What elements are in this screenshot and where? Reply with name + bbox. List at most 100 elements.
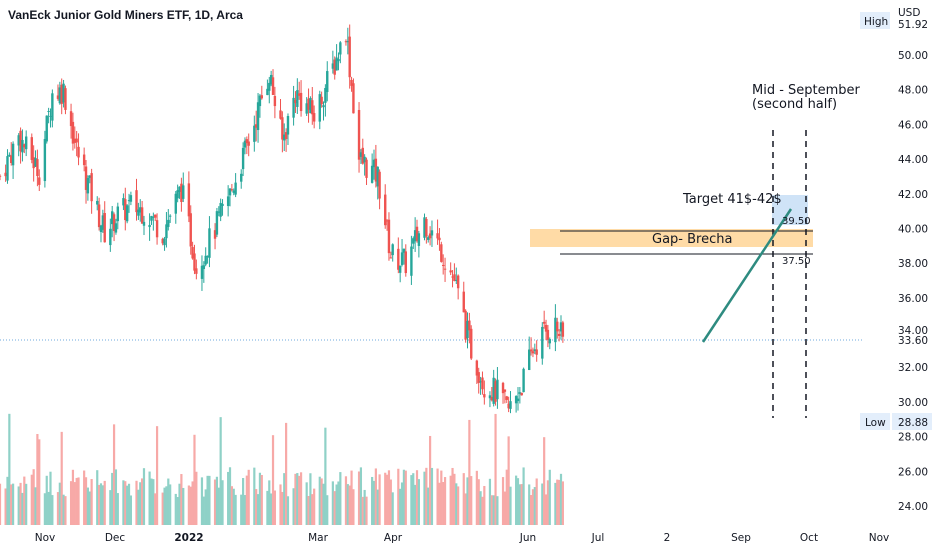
candle-body-2021-12-10 xyxy=(103,212,106,243)
volume-bar-2022-05-04 xyxy=(374,468,377,525)
high-label: High xyxy=(864,16,888,28)
candle-body-2022-04-21 xyxy=(350,79,353,86)
candle-body-2022-05-31 xyxy=(425,218,428,237)
candle-body-2022-04-19 xyxy=(346,41,350,43)
volume-bar-2022-07-05 xyxy=(490,495,493,525)
volume-bar-2022-01-06 xyxy=(154,493,157,525)
candle-body-2022-07-21 xyxy=(520,392,523,396)
volume-bar-2022-05-05 xyxy=(376,489,379,525)
candle-body-2022-05-11 xyxy=(387,219,391,254)
candle-body-2022-05-19 xyxy=(402,248,406,253)
time-axis[interactable]: Nov Dec 2022 Mar Apr Jun Jul 2 Sep Oct Nov xyxy=(35,532,890,544)
volume-bar-2022-07-22 xyxy=(522,467,525,525)
volume-bar-2022-06-09 xyxy=(442,482,445,525)
last-price-value: 33.60 xyxy=(898,335,928,347)
volume-bar-2022-06-29 xyxy=(479,491,482,525)
volume-bar-2021-12-20 xyxy=(122,480,125,525)
candle-body-2021-10-25 xyxy=(17,135,20,146)
x-tick-7: 2 xyxy=(664,532,671,544)
candle-body-2022-04-06 xyxy=(322,105,325,108)
volume-bar-2021-12-14 xyxy=(111,472,114,525)
candle-body-2022-01-03 xyxy=(148,224,151,228)
volume-bar-2021-12-17 xyxy=(116,493,119,525)
candle-body-2021-11-11 xyxy=(49,115,52,117)
candle-body-2022-01-17 xyxy=(174,193,177,214)
candle-body-2022-01-06 xyxy=(154,214,157,218)
candle-body-2022-08-02 xyxy=(542,321,546,324)
candle-body-2021-11-25 xyxy=(75,138,78,143)
volume-bar-2022-04-21 xyxy=(350,470,353,525)
candle-body-2022-03-07 xyxy=(266,88,269,96)
candle-body-2022-01-31 xyxy=(200,265,204,279)
y-tick-2: 28.00 xyxy=(898,432,928,444)
candle-body-2022-03-04 xyxy=(260,95,263,99)
candle-body-2022-08-12 xyxy=(561,322,565,337)
volume-bar-2021-10-29 xyxy=(25,483,28,525)
candle-body-2021-10-27 xyxy=(21,139,24,153)
candle-body-2022-01-27 xyxy=(193,253,196,271)
volume-bar-2022-03-15 xyxy=(281,491,284,525)
candle-body-2022-08-09 xyxy=(556,321,559,332)
x-tick-4: Apr xyxy=(384,532,403,544)
volume-bar-2022-03-14 xyxy=(279,484,282,525)
candle-body-2022-02-15 xyxy=(228,188,232,196)
volume-bar-2022-07-01 xyxy=(483,485,486,525)
volume-bar-2022-03-03 xyxy=(258,472,262,525)
volume-bar-2022-06-10 xyxy=(443,477,447,525)
volume-bar-2022-06-01 xyxy=(427,487,430,525)
candle-body-2022-02-11 xyxy=(221,203,224,206)
candle-body-2022-02-28 xyxy=(253,125,256,142)
volume-bar-2022-04-12 xyxy=(333,491,336,525)
volume-bar-2022-04-18 xyxy=(344,476,348,525)
candle-body-2021-11-04 xyxy=(36,159,39,176)
volume-bar-2022-03-21 xyxy=(292,488,295,525)
candle-body-2022-05-17 xyxy=(398,265,402,273)
candle-body-2022-06-01 xyxy=(427,237,430,240)
volume-bar-2022-04-04 xyxy=(318,476,321,525)
candle-body-2022-05-03 xyxy=(372,159,376,168)
y-tick-5: 36.00 xyxy=(898,293,928,305)
candle-body-2022-07-12 xyxy=(503,389,507,392)
candle-body-2022-05-20 xyxy=(404,251,407,274)
volume-bar-2021-11-26 xyxy=(77,477,80,525)
x-tick-0: Nov xyxy=(35,532,56,544)
volume-bar-2022-01-04 xyxy=(150,478,153,525)
volume-bar-2022-08-12 xyxy=(561,481,564,525)
candle-body-2022-01-26 xyxy=(191,247,194,259)
candle-body-2022-04-29 xyxy=(365,159,368,178)
volume-bar-2022-01-05 xyxy=(152,479,155,525)
volume-bar-2022-02-08 xyxy=(215,476,219,525)
gap-top-value: 39.50 xyxy=(782,216,811,227)
candle-body-2022-07-20 xyxy=(518,392,522,394)
volume-bar-2021-12-13 xyxy=(109,490,112,525)
volume-bar-2021-11-24 xyxy=(73,482,76,525)
candle-body-2022-03-29 xyxy=(307,98,310,110)
volume-bar-2022-03-24 xyxy=(298,475,301,525)
y-tick-3: 30.00 xyxy=(898,397,928,409)
candle-body-2021-10-26 xyxy=(19,130,22,152)
volume-bar-2022-07-21 xyxy=(520,484,523,525)
price-axis[interactable]: USD High 51.92 24.00 26.00 28.00 30.00 32.00… xyxy=(860,7,932,513)
volume-bar-2021-12-02 xyxy=(88,491,91,525)
volume-bar-2021-11-10 xyxy=(47,491,50,525)
volume-bar-2022-02-17 xyxy=(232,488,235,525)
candle-body-2022-05-10 xyxy=(385,220,389,222)
candle-body-2022-03-30 xyxy=(309,98,312,114)
volume-bar-2021-11-18 xyxy=(62,494,65,525)
candle-body-2021-11-26 xyxy=(77,146,80,158)
candle-body-2021-11-09 xyxy=(45,115,48,142)
candle-body-2021-12-20 xyxy=(122,198,125,206)
volume-bar-2022-02-25 xyxy=(247,469,250,525)
volume-bar-2022-01-24 xyxy=(187,485,190,525)
volume-bar-2021-12-15 xyxy=(112,424,116,525)
candle-body-2022-03-21 xyxy=(292,97,295,118)
candle-body-2022-04-12 xyxy=(333,59,336,75)
volume-bars xyxy=(0,413,564,525)
candle-body-2022-03-25 xyxy=(299,92,303,112)
candle-body-2021-12-16 xyxy=(114,223,118,233)
candle-body-2022-07-19 xyxy=(516,398,520,402)
candle-body-2021-11-19 xyxy=(64,88,67,110)
volume-bar-2022-03-09 xyxy=(270,493,273,525)
candle-body-2022-02-03 xyxy=(206,255,209,257)
